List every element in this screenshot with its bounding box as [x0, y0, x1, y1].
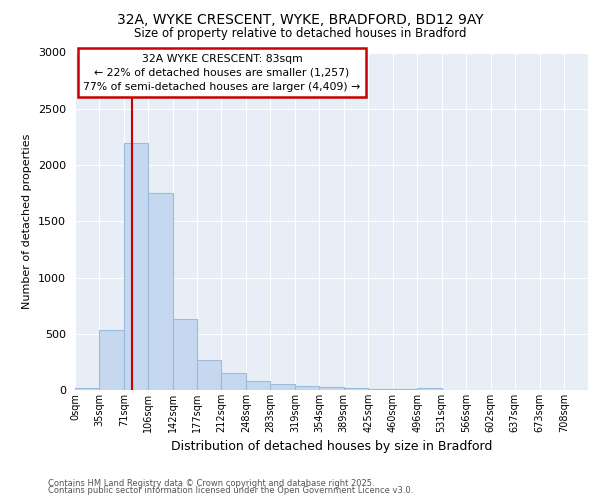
- Bar: [124, 142, 148, 390]
- Bar: [271, 384, 295, 390]
- Bar: [75, 388, 99, 390]
- X-axis label: Distribution of detached houses by size in Bradford: Distribution of detached houses by size …: [171, 440, 492, 454]
- Bar: [173, 319, 197, 390]
- Text: Size of property relative to detached houses in Bradford: Size of property relative to detached ho…: [134, 28, 466, 40]
- Text: 32A WYKE CRESCENT: 83sqm
← 22% of detached houses are smaller (1,257)
77% of sem: 32A WYKE CRESCENT: 83sqm ← 22% of detach…: [83, 54, 361, 92]
- Text: 32A, WYKE CRESCENT, WYKE, BRADFORD, BD12 9AY: 32A, WYKE CRESCENT, WYKE, BRADFORD, BD12…: [116, 12, 484, 26]
- Y-axis label: Number of detached properties: Number of detached properties: [22, 134, 32, 309]
- Bar: [344, 388, 368, 390]
- Bar: [295, 386, 319, 390]
- Bar: [148, 193, 173, 390]
- Bar: [368, 389, 392, 390]
- Bar: [197, 360, 221, 390]
- Bar: [319, 387, 344, 390]
- Text: Contains HM Land Registry data © Crown copyright and database right 2025.: Contains HM Land Registry data © Crown c…: [48, 478, 374, 488]
- Bar: [418, 388, 442, 390]
- Bar: [99, 330, 124, 390]
- Bar: [221, 373, 246, 390]
- Text: Contains public sector information licensed under the Open Government Licence v3: Contains public sector information licen…: [48, 486, 413, 495]
- Bar: [246, 381, 271, 390]
